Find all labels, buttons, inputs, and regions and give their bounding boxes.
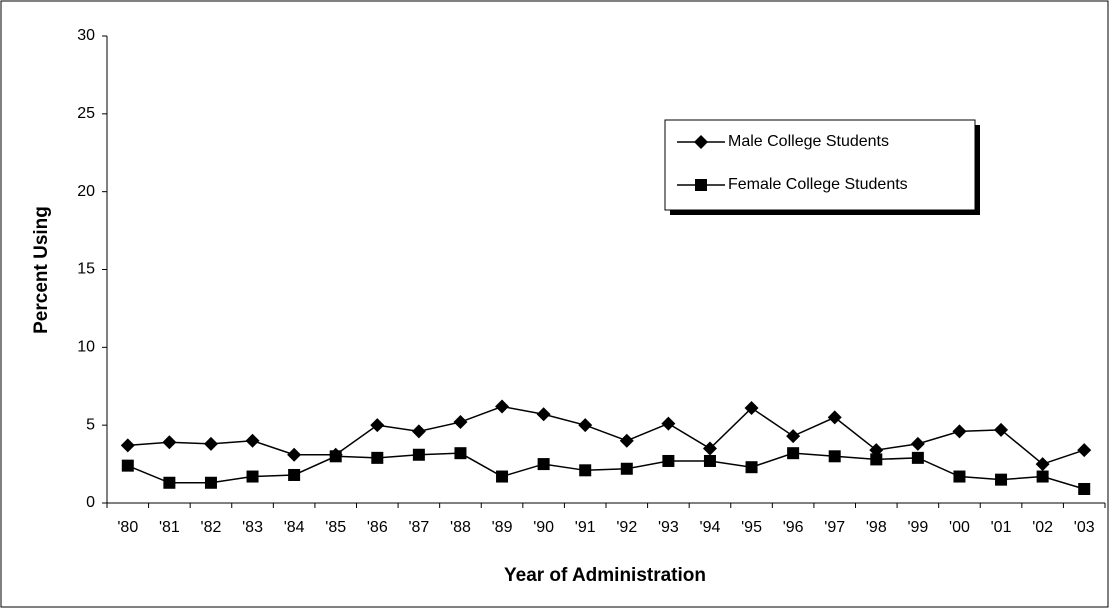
data-point — [745, 461, 758, 474]
data-point — [371, 451, 384, 464]
y-tick-label: 15 — [77, 261, 95, 278]
data-point — [870, 453, 883, 466]
x-tick-label: '94 — [700, 519, 721, 536]
data-point — [703, 454, 716, 467]
x-tick-label: '80 — [117, 519, 138, 536]
data-point — [120, 438, 135, 453]
x-tick-label: '87 — [408, 519, 429, 536]
x-tick-label: '99 — [907, 519, 928, 536]
data-point — [495, 399, 510, 414]
data-point — [827, 410, 842, 425]
data-point — [454, 447, 467, 460]
data-point — [287, 447, 302, 462]
data-point — [496, 470, 509, 483]
y-tick-label: 5 — [86, 416, 95, 433]
x-tick-label: '90 — [533, 519, 554, 536]
data-point — [453, 415, 468, 430]
data-point — [412, 448, 425, 461]
data-point — [411, 424, 426, 439]
x-tick-label: '84 — [284, 519, 305, 536]
data-point — [121, 459, 134, 472]
legend-marker — [694, 135, 708, 149]
x-tick-label: '81 — [159, 519, 180, 536]
y-axis-title: Percent Using — [31, 206, 52, 334]
x-tick-label: '89 — [492, 519, 513, 536]
x-tick-label: '95 — [741, 519, 762, 536]
legend-label: Male College Students — [728, 133, 889, 150]
data-point — [578, 418, 593, 433]
data-point — [994, 422, 1009, 437]
data-point — [329, 450, 342, 463]
x-tick-label: '85 — [325, 519, 346, 536]
data-point — [911, 451, 924, 464]
y-tick-label: 10 — [77, 339, 95, 356]
x-tick-label: '03 — [1074, 519, 1095, 536]
x-tick-label: '98 — [866, 519, 887, 536]
series-line — [127, 405, 1085, 465]
y-tick-label: 0 — [86, 494, 95, 511]
legend-marker — [695, 179, 707, 191]
data-point — [203, 436, 218, 451]
data-point — [619, 433, 634, 448]
data-point — [953, 470, 966, 483]
x-tick-label: '83 — [242, 519, 263, 536]
x-tick-label: '01 — [991, 519, 1012, 536]
data-point — [1077, 443, 1092, 458]
data-point — [952, 424, 967, 439]
data-point — [536, 407, 551, 422]
y-tick-label: 25 — [77, 105, 95, 122]
data-point — [995, 473, 1008, 486]
data-point — [702, 441, 717, 456]
x-tick-label: '97 — [824, 519, 845, 536]
y-tick-label: 20 — [77, 183, 95, 200]
data-point — [744, 401, 759, 416]
data-point — [1036, 470, 1049, 483]
x-axis-title: Year of Administration — [504, 565, 706, 586]
data-point — [204, 476, 217, 489]
data-point — [910, 436, 925, 451]
data-point — [661, 416, 676, 431]
data-point — [786, 429, 801, 444]
x-tick-label: '82 — [201, 519, 222, 536]
data-point — [370, 418, 385, 433]
legend — [664, 119, 976, 211]
x-tick-label: '02 — [1032, 519, 1053, 536]
data-point — [1035, 457, 1050, 472]
x-tick-label: '00 — [949, 519, 970, 536]
x-tick-label: '93 — [658, 519, 679, 536]
x-tick-label: '92 — [616, 519, 637, 536]
data-point — [620, 462, 633, 475]
data-point — [1078, 482, 1091, 495]
data-point — [246, 470, 259, 483]
x-tick-label: '88 — [450, 519, 471, 536]
data-point — [245, 433, 260, 448]
data-point — [163, 476, 176, 489]
data-point — [662, 454, 675, 467]
series-line — [127, 452, 1085, 490]
y-tick-label: 30 — [77, 27, 95, 44]
data-point — [288, 468, 301, 481]
data-point — [828, 450, 841, 463]
data-point — [162, 435, 177, 450]
data-point — [537, 458, 550, 471]
legend-label: Female College Students — [728, 176, 908, 193]
x-tick-label: '86 — [367, 519, 388, 536]
x-tick-label: '91 — [575, 519, 596, 536]
x-tick-label: '96 — [783, 519, 804, 536]
data-point — [579, 464, 592, 477]
data-point — [787, 447, 800, 460]
